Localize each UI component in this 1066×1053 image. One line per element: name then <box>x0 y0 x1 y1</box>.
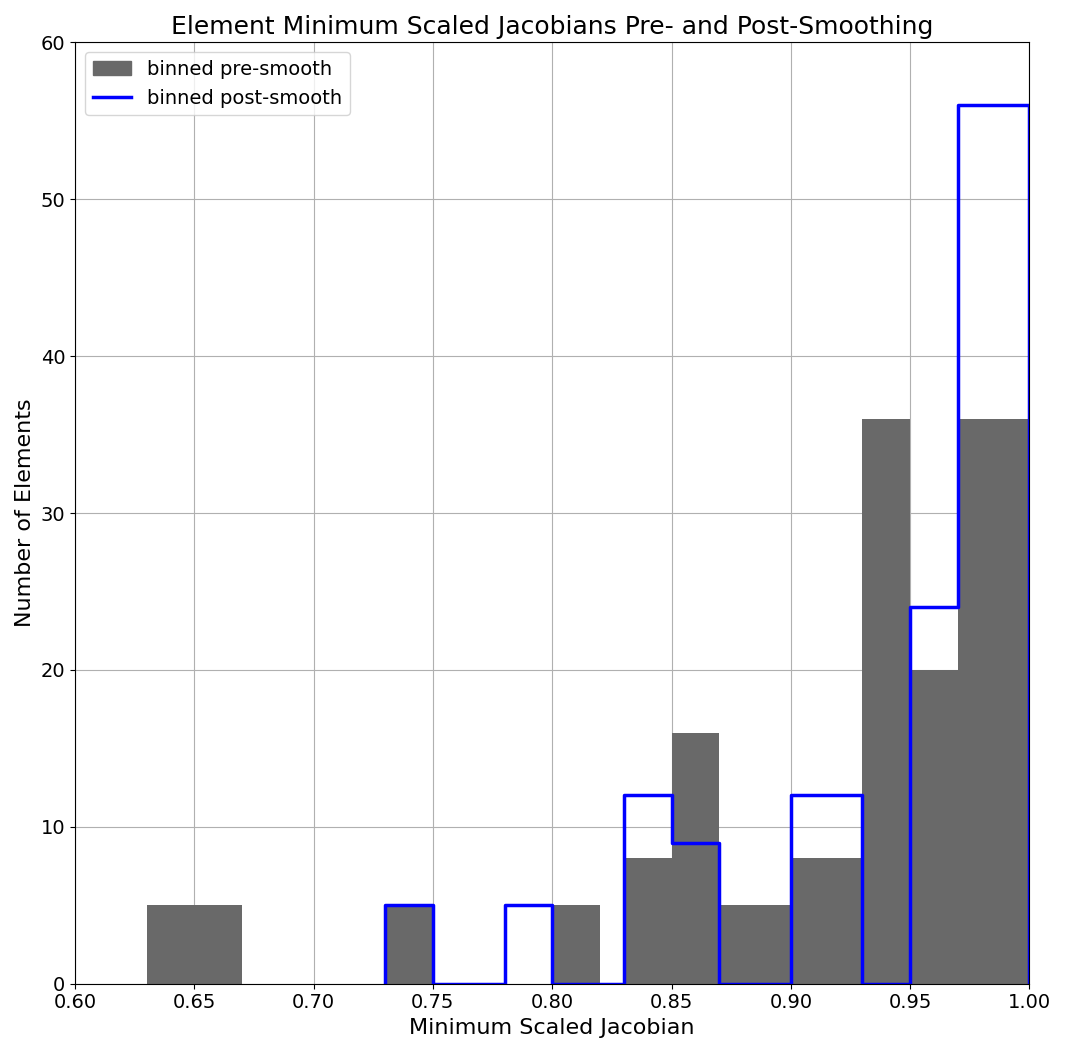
Bar <box>552 906 600 984</box>
Bar <box>910 670 958 984</box>
Bar <box>720 906 791 984</box>
Y-axis label: Number of Elements: Number of Elements <box>15 399 35 628</box>
X-axis label: Minimum Scaled Jacobian: Minimum Scaled Jacobian <box>409 1018 695 1038</box>
Bar <box>672 733 720 984</box>
Legend: binned pre-smooth, binned post-smooth: binned pre-smooth, binned post-smooth <box>85 52 350 116</box>
Bar <box>791 858 862 984</box>
Bar <box>958 419 1030 984</box>
Bar <box>624 858 672 984</box>
Bar <box>385 906 433 984</box>
Title: Element Minimum Scaled Jacobians Pre- and Post-Smoothing: Element Minimum Scaled Jacobians Pre- an… <box>171 15 934 39</box>
Bar <box>862 419 910 984</box>
Bar <box>147 906 242 984</box>
